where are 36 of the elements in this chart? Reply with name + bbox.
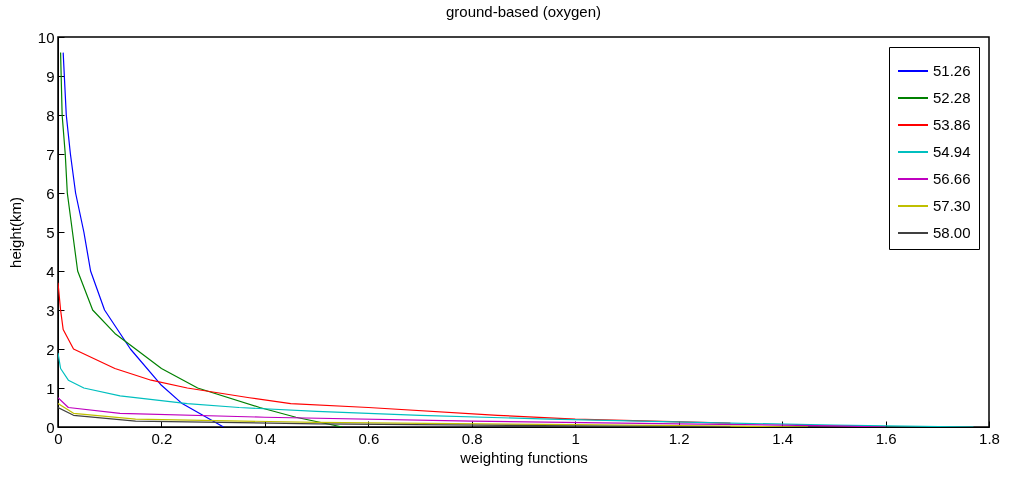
legend-label: 56.66 [933, 170, 971, 187]
line-series [62, 52, 225, 427]
y-tick-label: 9 [46, 67, 55, 85]
x-tick-label: 0.4 [254, 429, 276, 447]
legend-label: 58.00 [933, 224, 971, 241]
line-series [58, 403, 809, 427]
x-tick-label: 0.6 [358, 429, 380, 447]
y-tick-label: 8 [46, 106, 55, 124]
x-tick-label: 0.2 [151, 429, 173, 447]
x-tick-label: 1.4 [772, 429, 794, 447]
line-series [58, 352, 975, 427]
legend-label: 52.28 [933, 89, 971, 106]
y-tick-label: 4 [46, 262, 55, 280]
x-tick-label: 1.8 [979, 429, 1000, 447]
line-series [58, 397, 887, 427]
y-axis-title: height(km) [6, 197, 24, 268]
legend-label: 54.94 [933, 143, 971, 160]
y-tick-label: 5 [46, 223, 55, 241]
line-series [59, 52, 344, 427]
legend-label: 57.30 [933, 197, 971, 214]
y-tick-label: 0 [46, 418, 55, 436]
line-series [58, 406, 731, 427]
y-tick-label: 10 [37, 28, 55, 46]
legend-label: 53.86 [933, 116, 971, 133]
x-tick-label: 1.2 [668, 429, 690, 447]
x-tick-label: 1 [571, 429, 580, 447]
legend-label: 51.26 [933, 62, 971, 79]
y-tick-label: 6 [46, 184, 55, 202]
y-tick-label: 1 [46, 379, 55, 397]
x-axis-title: weighting functions [459, 448, 588, 466]
x-tick-label: 0.8 [461, 429, 483, 447]
y-tick-label: 3 [46, 301, 55, 319]
y-tick-label: 2 [46, 340, 55, 358]
x-tick-label: 1.6 [875, 429, 897, 447]
y-tick-label: 7 [46, 145, 55, 163]
chart-title: ground-based (oxygen) [445, 3, 602, 20]
